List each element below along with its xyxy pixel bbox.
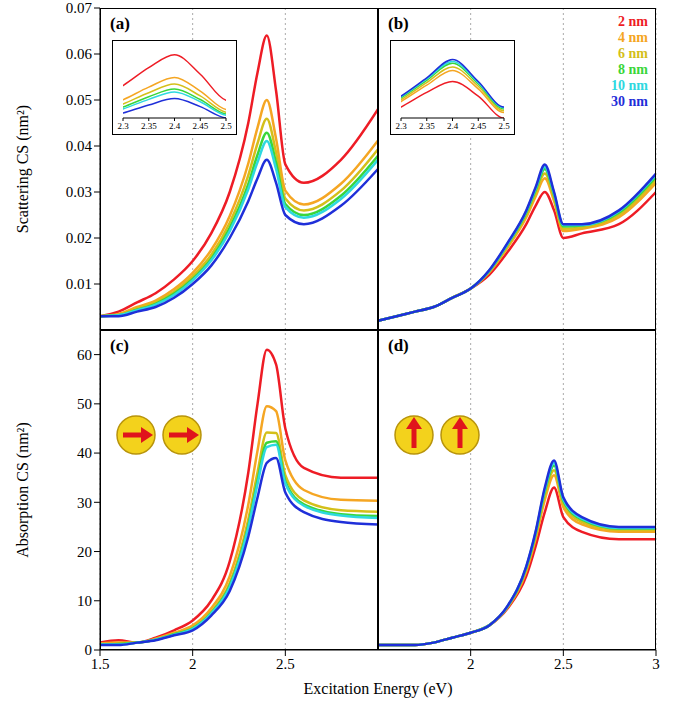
svg-text:2.3: 2.3 xyxy=(117,121,129,131)
svg-text:2.5: 2.5 xyxy=(554,656,573,672)
html-text:30 nm: 30 nm xyxy=(611,94,648,109)
html-text:(d): (d) xyxy=(388,336,409,355)
svg-text:2.5: 2.5 xyxy=(276,656,295,672)
svg-text:1.5: 1.5 xyxy=(91,656,110,672)
svg-text:0.04: 0.04 xyxy=(66,138,93,154)
svg-text:2.35: 2.35 xyxy=(419,121,435,131)
svg-text:Absorption CS (nm²): Absorption CS (nm²) xyxy=(14,422,32,557)
html-text:2 nm: 2 nm xyxy=(618,14,648,29)
svg-text:0.06: 0.06 xyxy=(66,46,93,62)
svg-text:2.35: 2.35 xyxy=(141,121,157,131)
html-text:10 nm: 10 nm xyxy=(611,78,648,93)
svg-text:0.01: 0.01 xyxy=(66,276,92,292)
svg-text:2.45: 2.45 xyxy=(470,121,486,131)
svg-text:20: 20 xyxy=(77,544,92,560)
html-text:(b): (b) xyxy=(388,14,409,33)
html-text:8 nm: 8 nm xyxy=(618,62,648,77)
svg-text:10: 10 xyxy=(77,593,92,609)
svg-text:3: 3 xyxy=(652,656,660,672)
html-text:4 nm: 4 nm xyxy=(618,30,648,45)
svg-text:60: 60 xyxy=(77,347,92,363)
svg-text:2.45: 2.45 xyxy=(192,121,208,131)
svg-text:2: 2 xyxy=(189,656,197,672)
svg-text:2.5: 2.5 xyxy=(498,121,510,131)
svg-text:0.03: 0.03 xyxy=(66,184,92,200)
svg-text:2: 2 xyxy=(467,656,475,672)
svg-text:2.3: 2.3 xyxy=(395,121,407,131)
svg-text:40: 40 xyxy=(77,445,92,461)
html-text:Excitation Energy (eV): Excitation Energy (eV) xyxy=(303,680,453,697)
svg-text:0.02: 0.02 xyxy=(66,230,92,246)
html-text:(c): (c) xyxy=(110,336,129,355)
svg-text:30: 30 xyxy=(77,495,92,511)
svg-text:2.5: 2.5 xyxy=(220,121,232,131)
svg-text:2.4: 2.4 xyxy=(447,121,459,131)
svg-text:0.05: 0.05 xyxy=(66,92,92,108)
svg-text:2.4: 2.4 xyxy=(169,121,181,131)
svg-text:Scattering CS (nm²): Scattering CS (nm²) xyxy=(14,105,32,233)
svg-text:0.07: 0.07 xyxy=(66,0,93,16)
html-text:(a): (a) xyxy=(110,14,130,33)
svg-text:50: 50 xyxy=(77,396,92,412)
svg-text:0: 0 xyxy=(85,642,93,658)
html-text:6 nm: 6 nm xyxy=(618,46,648,61)
